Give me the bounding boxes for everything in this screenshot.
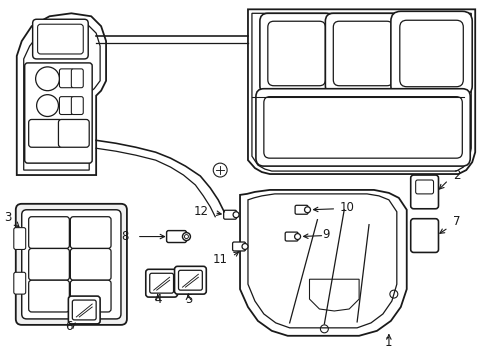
Text: 8: 8	[122, 230, 129, 243]
FancyBboxPatch shape	[174, 266, 206, 294]
FancyBboxPatch shape	[14, 228, 26, 249]
FancyBboxPatch shape	[178, 270, 202, 290]
Text: 3: 3	[4, 211, 12, 224]
FancyBboxPatch shape	[29, 248, 69, 280]
Text: 10: 10	[339, 201, 353, 214]
Circle shape	[184, 235, 188, 239]
Polygon shape	[251, 13, 470, 171]
FancyBboxPatch shape	[16, 204, 127, 325]
FancyBboxPatch shape	[71, 96, 83, 114]
Circle shape	[304, 207, 310, 213]
FancyBboxPatch shape	[68, 296, 100, 324]
FancyBboxPatch shape	[70, 217, 111, 248]
FancyBboxPatch shape	[70, 248, 111, 280]
FancyBboxPatch shape	[21, 210, 121, 319]
Circle shape	[233, 212, 239, 218]
Text: 9: 9	[321, 228, 328, 241]
Polygon shape	[247, 194, 396, 328]
Text: 12: 12	[193, 205, 208, 218]
FancyBboxPatch shape	[29, 217, 69, 248]
FancyBboxPatch shape	[294, 205, 307, 214]
Polygon shape	[240, 190, 406, 336]
Polygon shape	[247, 9, 474, 174]
FancyBboxPatch shape	[267, 21, 325, 86]
FancyBboxPatch shape	[333, 21, 392, 86]
Text: 4: 4	[154, 293, 161, 306]
FancyBboxPatch shape	[60, 96, 73, 114]
FancyBboxPatch shape	[72, 300, 96, 320]
FancyBboxPatch shape	[145, 269, 177, 297]
FancyBboxPatch shape	[33, 19, 88, 59]
Circle shape	[242, 243, 247, 249]
Circle shape	[294, 234, 300, 239]
FancyBboxPatch shape	[410, 219, 438, 252]
FancyBboxPatch shape	[59, 120, 89, 147]
Text: 7: 7	[452, 215, 460, 228]
Text: 5: 5	[184, 293, 192, 306]
Circle shape	[36, 67, 60, 91]
FancyBboxPatch shape	[325, 13, 400, 94]
FancyBboxPatch shape	[232, 242, 245, 251]
FancyBboxPatch shape	[415, 180, 433, 194]
Text: 6: 6	[65, 320, 73, 333]
FancyBboxPatch shape	[70, 280, 111, 312]
FancyBboxPatch shape	[71, 69, 83, 88]
Text: 2: 2	[452, 168, 460, 181]
FancyBboxPatch shape	[38, 24, 83, 54]
Polygon shape	[24, 20, 100, 170]
FancyBboxPatch shape	[166, 231, 186, 243]
FancyBboxPatch shape	[29, 120, 62, 147]
Polygon shape	[17, 13, 106, 175]
FancyBboxPatch shape	[223, 210, 236, 219]
Circle shape	[37, 95, 59, 117]
Text: 1: 1	[385, 336, 392, 349]
FancyBboxPatch shape	[29, 280, 69, 312]
FancyBboxPatch shape	[399, 20, 462, 87]
FancyBboxPatch shape	[390, 11, 471, 96]
FancyBboxPatch shape	[285, 232, 298, 241]
Circle shape	[182, 233, 190, 240]
FancyBboxPatch shape	[259, 13, 333, 94]
FancyBboxPatch shape	[410, 175, 438, 209]
FancyBboxPatch shape	[60, 69, 73, 88]
Text: 11: 11	[213, 253, 228, 266]
FancyBboxPatch shape	[25, 63, 92, 163]
FancyBboxPatch shape	[14, 272, 26, 294]
FancyBboxPatch shape	[149, 273, 173, 293]
Polygon shape	[309, 279, 358, 311]
FancyBboxPatch shape	[255, 89, 469, 166]
FancyBboxPatch shape	[264, 96, 461, 158]
